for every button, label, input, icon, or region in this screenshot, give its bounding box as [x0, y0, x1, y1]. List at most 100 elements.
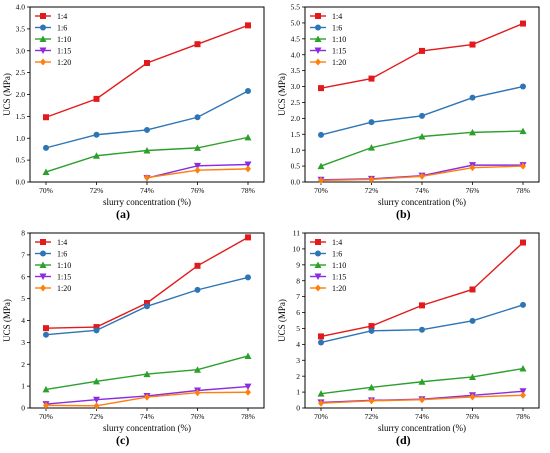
- data-point: [368, 327, 375, 334]
- data-point: [419, 302, 425, 309]
- data-point: [244, 383, 252, 391]
- data-point: [143, 147, 151, 154]
- data-point: [93, 324, 100, 331]
- data-point: [318, 333, 324, 340]
- y-tick-label: 11: [293, 229, 300, 238]
- x-tick-label: 78%: [241, 412, 255, 421]
- plot-frame: [29, 6, 265, 183]
- y-tick-label: 2: [296, 372, 300, 381]
- legend-label: 1:10: [332, 35, 346, 44]
- legend-label: 1:10: [332, 261, 346, 270]
- data-point: [43, 325, 49, 332]
- y-tick-label: 2.0: [291, 114, 301, 123]
- x-tick-label: 76%: [191, 412, 205, 421]
- data-point: [93, 396, 100, 404]
- y-tick-label: 9: [296, 260, 300, 269]
- data-point: [42, 168, 50, 175]
- y-tick-label: 4.0: [291, 50, 301, 59]
- y-tick-label: 1.0: [291, 146, 301, 155]
- panel-label-a: (a): [116, 207, 130, 221]
- data-point: [368, 75, 375, 82]
- y-axis-title: UCS (MPa): [2, 299, 12, 342]
- data-point: [418, 378, 426, 385]
- data-point: [318, 339, 324, 346]
- data-point: [43, 401, 49, 409]
- y-tick-label: 4.0: [16, 3, 26, 12]
- series-line: [45, 90, 249, 149]
- legend-marker: [39, 261, 47, 268]
- data-point: [469, 164, 476, 172]
- series-1-20: [144, 165, 251, 182]
- data-point: [520, 239, 526, 246]
- x-tick-label: 74%: [140, 412, 154, 421]
- y-tick-label: 3.0: [16, 46, 26, 55]
- series-1-6: [318, 83, 526, 138]
- data-point: [194, 389, 201, 397]
- data-point: [317, 162, 325, 170]
- data-point: [93, 131, 100, 138]
- panel-label-b: (b): [396, 207, 411, 221]
- legend-marker: [315, 284, 321, 292]
- series-1-4: [43, 22, 251, 121]
- data-point: [144, 126, 150, 133]
- data-point: [318, 131, 324, 138]
- y-tick-label: 2.5: [16, 68, 26, 77]
- x-tick-label: 74%: [415, 186, 429, 195]
- y-tick-label: 0: [21, 404, 25, 413]
- legend-label: 1:20: [57, 58, 71, 67]
- data-point: [194, 262, 201, 269]
- data-point: [245, 165, 251, 173]
- plot-frame: [29, 232, 265, 409]
- data-point: [93, 402, 100, 410]
- x-axis-title: slurry concentration (%): [378, 423, 466, 433]
- legend-marker: [314, 47, 322, 54]
- data-point: [144, 300, 150, 306]
- x-tick-label: 70%: [314, 412, 328, 421]
- data-point: [93, 95, 100, 102]
- y-tick-label: 8: [21, 229, 25, 238]
- x-tick-label: 74%: [140, 186, 154, 195]
- legend-marker: [40, 58, 46, 66]
- legend-marker: [315, 58, 321, 66]
- series-1-6: [43, 88, 251, 151]
- y-tick-label: 2: [21, 360, 25, 369]
- data-point: [418, 133, 426, 140]
- x-tick-label: 78%: [241, 186, 255, 195]
- legend-label: 1:6: [332, 24, 342, 33]
- data-point: [520, 83, 526, 90]
- x-tick-label: 72%: [90, 412, 104, 421]
- x-tick-label: 72%: [365, 186, 379, 195]
- y-tick-label: 3: [21, 338, 25, 347]
- series-line: [320, 85, 524, 136]
- series-1-20: [43, 388, 251, 410]
- legend-label: 1:15: [332, 273, 346, 282]
- data-point: [144, 303, 150, 310]
- legend-label: 1:4: [332, 12, 342, 21]
- data-point: [43, 114, 49, 121]
- legend-label: 1:20: [57, 284, 71, 293]
- data-point: [469, 286, 476, 293]
- legend-marker: [315, 239, 321, 245]
- data-point: [245, 22, 251, 29]
- legend-label: 1:4: [332, 238, 342, 247]
- y-tick-label: 2.5: [291, 98, 301, 107]
- y-tick-label: 7: [296, 292, 300, 301]
- data-point: [520, 20, 526, 27]
- data-point: [144, 174, 150, 182]
- legend-label: 1:6: [57, 250, 67, 259]
- x-tick-label: 70%: [314, 186, 328, 195]
- series-line: [320, 304, 524, 344]
- data-point: [143, 370, 151, 378]
- legend-label: 1:15: [332, 47, 346, 56]
- y-tick-label: 5: [296, 324, 300, 333]
- data-point: [368, 144, 375, 151]
- y-tick-label: 5: [21, 294, 25, 303]
- legend-label: 1:20: [332, 58, 346, 67]
- legend-label: 1:4: [57, 12, 67, 21]
- data-point: [318, 85, 324, 92]
- y-tick-label: 1.0: [16, 134, 26, 143]
- data-point: [419, 396, 425, 404]
- data-point: [93, 152, 100, 159]
- data-point: [368, 397, 375, 405]
- legend-marker: [314, 35, 322, 42]
